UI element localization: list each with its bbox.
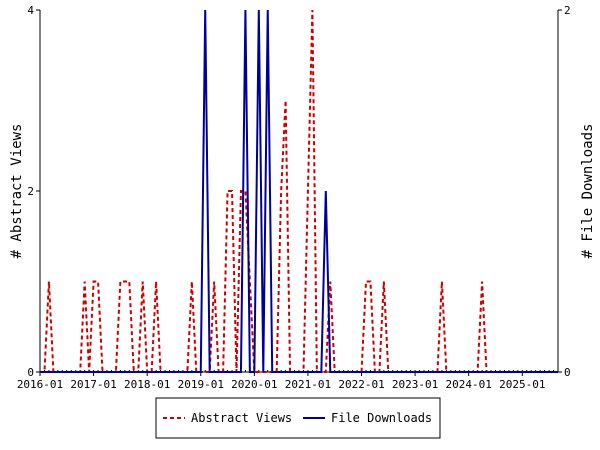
tick-marks	[36, 9, 562, 376]
x-tick-label: 2017-01	[70, 378, 116, 391]
y-axis-title-left: # Abstract Views	[9, 124, 25, 259]
x-tick-label: 2022-01	[338, 378, 384, 391]
y-left-tick-label: 2	[27, 185, 34, 198]
x-tick-label: 2024-01	[446, 378, 492, 391]
legend-label-file-downloads: File Downloads	[331, 411, 432, 425]
y-left-tick-label: 0	[27, 366, 34, 379]
x-tick-label: 2016-01	[17, 378, 63, 391]
legend: Abstract Views File Downloads	[155, 397, 441, 439]
series-line-abstract-views	[40, 9, 558, 373]
x-tick-labels: 2016-01 2017-01 2018-01 2019-01 2020-01 2021-…	[17, 378, 546, 391]
series-layer	[40, 9, 558, 373]
y-left-tick-label: 4	[27, 4, 34, 17]
x-tick-label: 2021-01	[285, 378, 331, 391]
y-axis-title-right: # File Downloads	[580, 124, 596, 259]
y-right-tick-label: 0	[564, 366, 571, 379]
series-line-file-downloads	[40, 9, 558, 373]
legend-label-abstract-views: Abstract Views	[191, 411, 292, 425]
y-right-tick-label: 2	[564, 4, 571, 17]
legend-box	[155, 397, 441, 439]
y-tick-labels: 0 2 4 0 2	[27, 4, 570, 379]
x-tick-label: 2018-01	[124, 378, 170, 391]
x-tick-label: 2025-01	[499, 378, 545, 391]
x-tick-label: 2023-01	[392, 378, 438, 391]
x-tick-label: 2019-01	[178, 378, 224, 391]
x-tick-label: 2020-01	[231, 378, 277, 391]
